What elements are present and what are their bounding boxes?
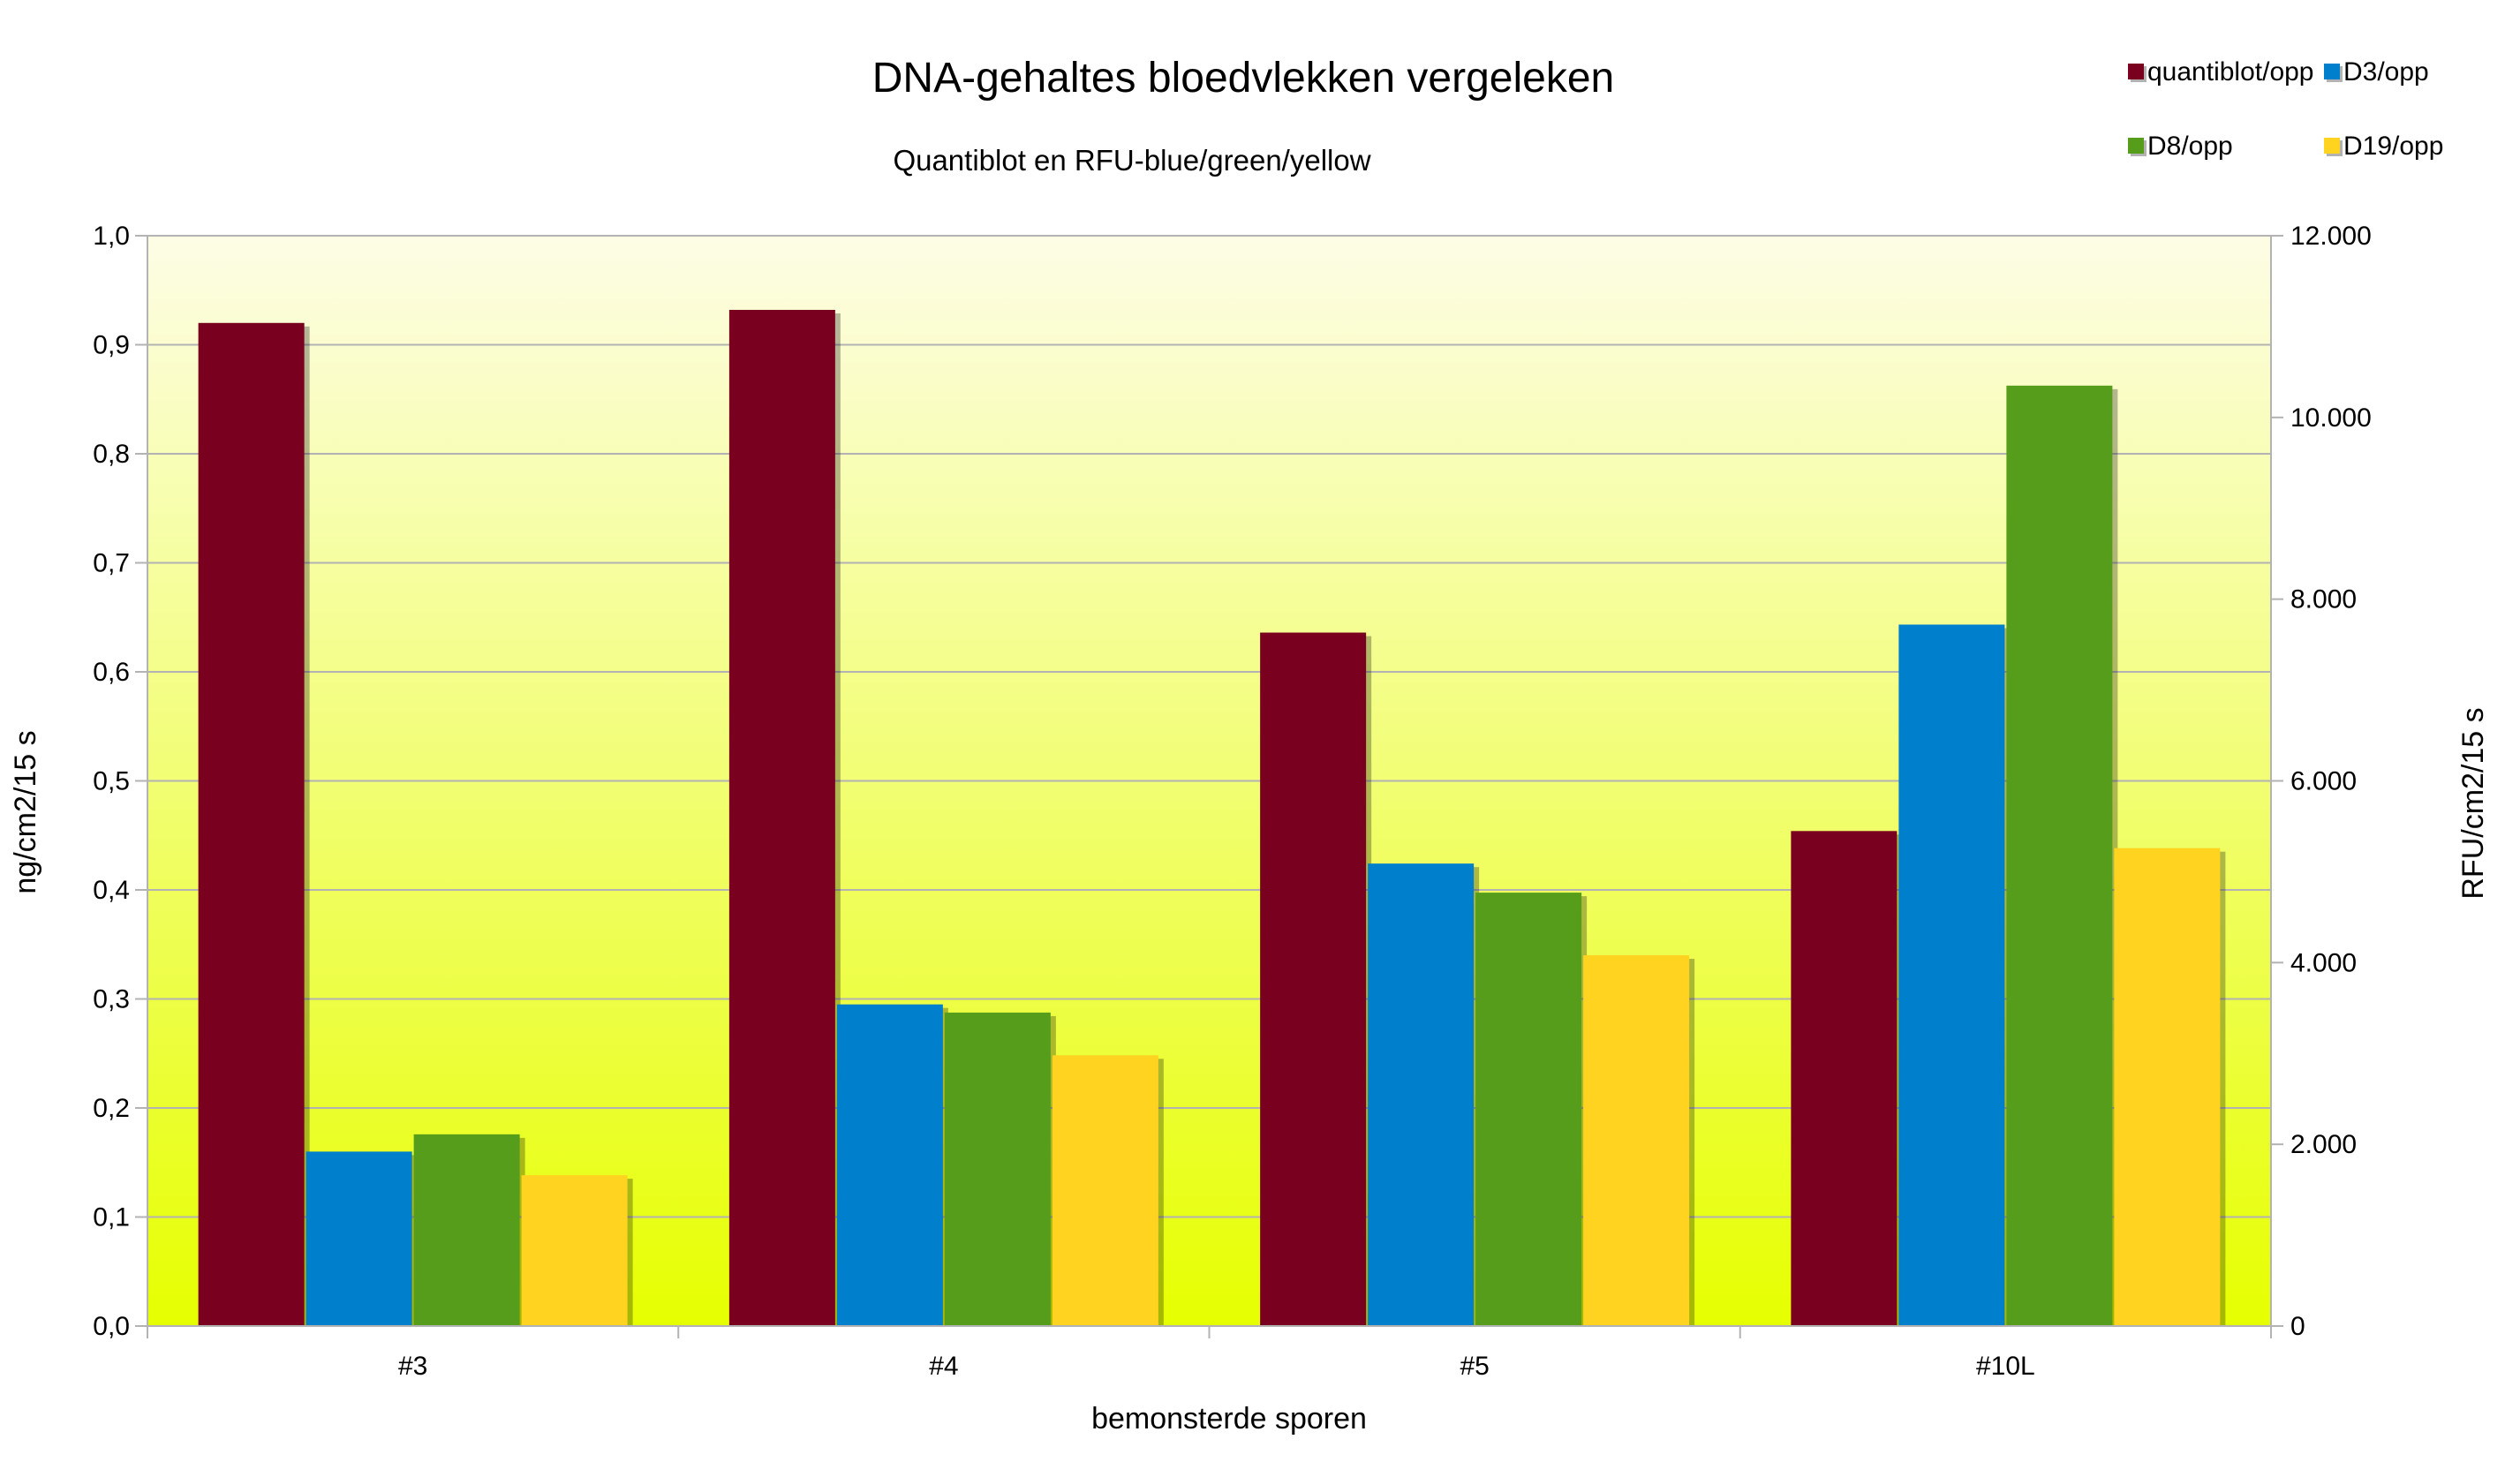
chart-subtitle: Quantiblot en RFU-blue/green/yellow — [893, 144, 1370, 177]
legend-label: D19/opp — [2343, 132, 2443, 161]
grid-lines — [147, 235, 2271, 1327]
right-axis-ticks: 0 2.000 4.000 6.000 8.000 10.000 12.000 — [2271, 222, 2372, 1341]
bar-d8-opp-0 — [413, 1134, 520, 1326]
bar-d8-opp-2 — [1475, 893, 1582, 1326]
left-tick-label: 0,2 — [93, 1094, 130, 1123]
bar-d3-opp-3 — [1898, 624, 2005, 1326]
legend-swatch — [2324, 64, 2340, 79]
right-tick-label: 2.000 — [2290, 1130, 2357, 1159]
left-tick-label: 0,7 — [93, 549, 130, 578]
x-category-label: #5 — [1460, 1352, 1489, 1381]
right-axis-title: RFU/cm2/15 s — [2456, 707, 2490, 899]
left-tick-label: 0,5 — [93, 767, 130, 796]
legend-label: quantiblot/opp — [2147, 57, 2314, 87]
bar-quantiblot-opp-1 — [728, 309, 835, 1327]
legend-swatch — [2324, 138, 2340, 154]
right-tick-label: 10.000 — [2290, 403, 2372, 433]
bar-d3-opp-2 — [1368, 863, 1475, 1326]
left-axis-title: ng/cm2/15 s — [9, 730, 42, 893]
chart-title: DNA-gehaltes bloedvlekken vergeleken — [872, 55, 1615, 102]
left-tick-label: 1,0 — [93, 222, 130, 251]
left-tick-label: 0,6 — [93, 658, 130, 687]
x-category-label: #3 — [398, 1352, 427, 1381]
legend: quantiblot/opp D3/opp D8/opp D19/opp — [2128, 57, 2443, 161]
right-tick-label: 8.000 — [2290, 585, 2357, 614]
right-tick-label: 0 — [2290, 1312, 2305, 1341]
bar-d19-opp-0 — [521, 1175, 628, 1326]
left-axis-ticks: 0,0 0,1 0,2 0,3 0,4 0,5 0,6 0,7 0,8 0,9 1,0 — [93, 222, 147, 1341]
left-tick-label: 0,3 — [93, 985, 130, 1014]
bars-group — [198, 309, 2226, 1327]
legend-label: D8/opp — [2147, 132, 2233, 161]
bar-quantiblot-opp-2 — [1260, 632, 1367, 1326]
right-tick-label: 12.000 — [2290, 222, 2372, 251]
legend-swatch — [2128, 64, 2144, 79]
x-axis-ticks: #3 #4 #5 #10L — [147, 1326, 2272, 1381]
bar-d19-opp-3 — [2114, 848, 2221, 1326]
bar-d8-opp-1 — [944, 1012, 1051, 1326]
x-category-label: #4 — [929, 1352, 958, 1381]
x-axis-title: bemonsterde sporen — [1091, 1402, 1367, 1436]
left-tick-label: 0,4 — [93, 876, 130, 905]
bar-d3-opp-1 — [836, 1004, 943, 1326]
bar-quantiblot-opp-3 — [1791, 831, 1898, 1326]
left-tick-label: 0,0 — [93, 1312, 130, 1341]
right-tick-label: 6.000 — [2290, 767, 2357, 796]
x-category-label: #10L — [1976, 1352, 2035, 1381]
bar-d19-opp-2 — [1583, 955, 1690, 1326]
bar-d19-opp-1 — [1052, 1055, 1158, 1326]
left-tick-label: 0,9 — [93, 331, 130, 360]
bar-d3-opp-0 — [306, 1151, 412, 1326]
legend-label: D3/opp — [2343, 57, 2429, 87]
left-tick-label: 0,8 — [93, 440, 130, 469]
right-tick-label: 4.000 — [2290, 948, 2357, 977]
legend-swatch — [2128, 138, 2144, 154]
bar-quantiblot-opp-0 — [198, 322, 305, 1326]
left-tick-label: 0,1 — [93, 1203, 130, 1232]
bar-d8-opp-3 — [2006, 385, 2113, 1326]
